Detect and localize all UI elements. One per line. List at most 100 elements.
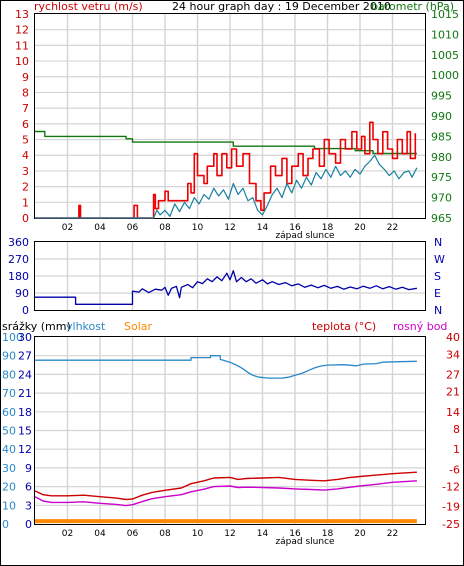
temperature-tick--19: -19 <box>442 501 460 514</box>
compass-tick-2: S <box>434 270 441 283</box>
humidity-tick-100: 100 <box>2 331 23 344</box>
wind-direction-line <box>35 270 418 305</box>
humidity-tick-50: 50 <box>2 425 16 438</box>
wind-speed-tick-12: 12 <box>15 24 29 37</box>
wind-gust-line <box>35 121 417 219</box>
rain-tick-12: 12 <box>18 443 32 456</box>
temperature-line <box>34 471 417 501</box>
wind-average-line <box>35 154 418 219</box>
pressure-tick-965: 965 <box>431 212 452 225</box>
humidity-tick-40: 40 <box>2 443 16 456</box>
temp-time-tick-18: 18 <box>322 529 334 539</box>
wind-axis-label: rychlost vetru (m/s) <box>34 0 143 13</box>
wind-time-tick-20: 20 <box>354 223 366 233</box>
dewpoint-line <box>34 480 417 507</box>
temperature-tick-8: 8 <box>453 423 460 436</box>
temp-time-tick-08: 08 <box>159 529 171 539</box>
humidity-line <box>35 355 417 379</box>
wind-time-tick-12: 12 <box>224 223 235 233</box>
compass-tick-3: W <box>434 253 445 266</box>
temp-time-tick-02: 02 <box>62 529 73 539</box>
compass-tick-4: N <box>434 236 442 249</box>
pressure-tick-1005: 1005 <box>431 49 459 62</box>
temperature-tick-21: 21 <box>446 386 460 399</box>
rain-tick-18: 18 <box>18 406 32 419</box>
temp-time-tick-22: 22 <box>387 529 398 539</box>
rain-tick-9: 9 <box>25 462 32 475</box>
solar-bar <box>35 519 417 524</box>
temperature-legend: teplota (°C) <box>312 320 376 333</box>
rain-tick-27: 27 <box>18 350 32 363</box>
humidity-tick-70: 70 <box>2 387 16 400</box>
rain-tick-24: 24 <box>18 368 32 381</box>
humidity-tick-10: 10 <box>2 499 16 512</box>
humidity-legend: vlhkost <box>66 320 106 333</box>
wind-speed-tick-9: 9 <box>22 71 29 84</box>
wind-time-tick-08: 08 <box>159 223 171 233</box>
wind-speed-tick-7: 7 <box>22 102 29 115</box>
rain-tick-6: 6 <box>25 481 32 494</box>
humidity-tick-0: 0 <box>2 518 9 531</box>
temperature-tick-1: 1 <box>453 443 460 456</box>
pressure-tick-970: 970 <box>431 192 452 205</box>
wind-speed-tick-13: 13 <box>15 8 29 21</box>
wind-speed-tick-11: 11 <box>15 39 29 52</box>
wind-speed-tick-3: 3 <box>22 165 29 178</box>
wind-speed-tick-6: 6 <box>22 118 29 131</box>
temp-time-tick-04: 04 <box>94 529 106 539</box>
pressure-tick-985: 985 <box>431 130 452 143</box>
solar-legend: Solar <box>124 320 153 333</box>
wind-speed-tick-0: 0 <box>22 212 29 225</box>
wind-sunset-label: západ slunce <box>275 231 335 241</box>
chart-layer: 0123456789101112139659709759809859909951… <box>2 8 460 547</box>
temp-time-tick-14: 14 <box>257 529 269 539</box>
temperature-tick-14: 14 <box>446 406 460 419</box>
temperature-tick-27: 27 <box>446 368 460 381</box>
humidity-tick-30: 30 <box>2 462 16 475</box>
compass-tick-0: N <box>434 304 442 317</box>
wind-time-tick-18: 18 <box>322 223 334 233</box>
pressure-tick-1015: 1015 <box>431 8 459 21</box>
wind-speed-tick-2: 2 <box>22 181 29 194</box>
pressure-tick-990: 990 <box>431 110 452 123</box>
wind-speed-tick-4: 4 <box>22 149 29 162</box>
pressure-tick-995: 995 <box>431 90 452 103</box>
rain-tick-3: 3 <box>25 499 32 512</box>
temp-time-tick-10: 10 <box>192 529 204 539</box>
wind-time-tick-04: 04 <box>94 223 106 233</box>
humidity-tick-60: 60 <box>2 406 16 419</box>
wind-time-tick-16: 16 <box>289 223 301 233</box>
wind-speed-tick-10: 10 <box>15 55 29 68</box>
temperature-tick-40: 40 <box>446 331 460 344</box>
temperature-tick--6: -6 <box>449 463 460 476</box>
direction-tick-270: 270 <box>8 253 29 266</box>
wind-speed-tick-1: 1 <box>22 196 29 209</box>
temp-time-tick-20: 20 <box>354 529 366 539</box>
pressure-tick-1010: 1010 <box>431 28 459 41</box>
rain-tick-21: 21 <box>18 387 32 400</box>
rain-legend: srážky (mm) <box>2 320 71 333</box>
pressure-tick-1000: 1000 <box>431 69 459 82</box>
temp-sunset-label: západ slunce <box>275 537 335 547</box>
direction-tick-360: 360 <box>8 236 29 249</box>
wind-time-tick-10: 10 <box>192 223 204 233</box>
humidity-tick-90: 90 <box>2 350 16 363</box>
humidity-tick-20: 20 <box>2 481 16 494</box>
pressure-tick-975: 975 <box>431 171 452 184</box>
wind-time-tick-06: 06 <box>127 223 139 233</box>
compass-tick-1: E <box>434 287 441 300</box>
temp-time-tick-06: 06 <box>127 529 139 539</box>
wind-speed-tick-5: 5 <box>22 134 29 147</box>
rain-tick-15: 15 <box>18 425 32 438</box>
graph-title: 24 hour graph day : 19 December 2010 <box>172 0 391 13</box>
temp-time-tick-16: 16 <box>289 529 301 539</box>
temperature-tick--25: -25 <box>442 518 460 531</box>
direction-tick-0: 0 <box>22 304 29 317</box>
wind-time-tick-14: 14 <box>257 223 269 233</box>
pressure-tick-980: 980 <box>431 151 452 164</box>
humidity-tick-80: 80 <box>2 368 16 381</box>
wind-time-tick-02: 02 <box>62 223 73 233</box>
wind-time-tick-22: 22 <box>387 223 398 233</box>
temperature-tick--12: -12 <box>442 481 460 494</box>
